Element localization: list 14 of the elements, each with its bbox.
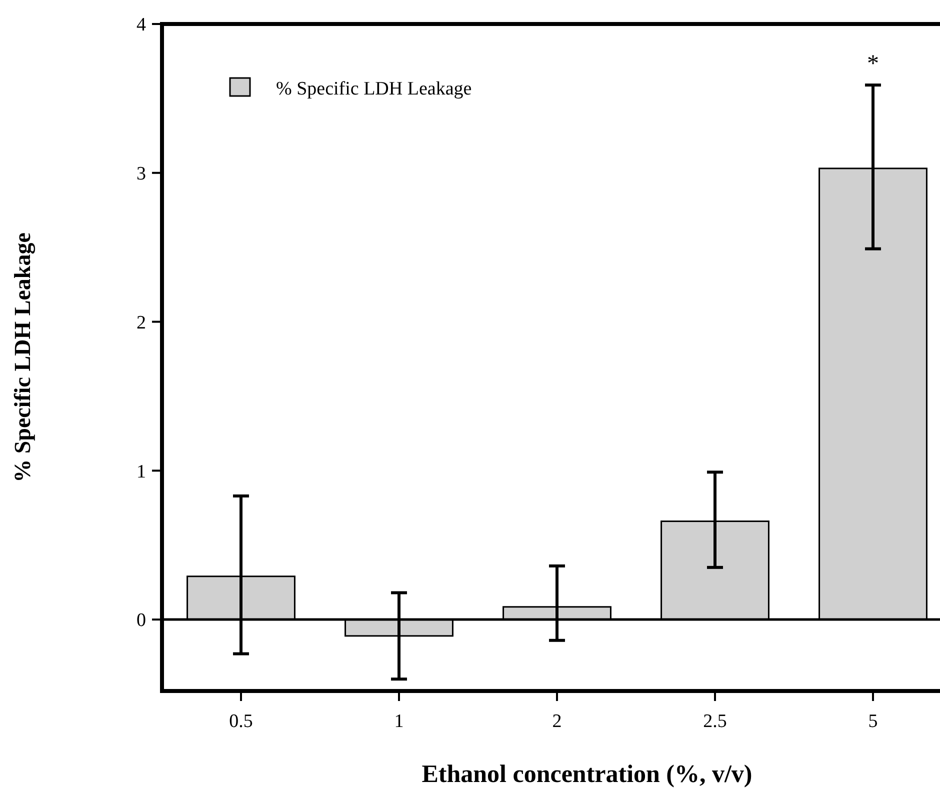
y-tick-label: 4 bbox=[136, 14, 146, 36]
x-tick-label: 2 bbox=[552, 711, 562, 732]
x-tick-label: 0.5 bbox=[229, 711, 253, 732]
y-axis-title: % Specific LDH Leakage bbox=[10, 232, 36, 482]
x-tick-label: 2.5 bbox=[703, 711, 727, 732]
y-tick-label: 1 bbox=[136, 461, 146, 482]
y-tick-label: 3 bbox=[136, 164, 146, 185]
y-tick-label: 0 bbox=[136, 610, 146, 632]
x-tick-label: 1 bbox=[394, 711, 404, 732]
legend-label: % Specific LDH Leakage bbox=[276, 78, 472, 100]
x-axis-title: Ethanol concentration (%, v/v) bbox=[422, 761, 752, 788]
y-tick-label: 2 bbox=[136, 312, 146, 334]
x-tick-label: 5 bbox=[868, 711, 878, 732]
annotation: * bbox=[867, 51, 879, 78]
